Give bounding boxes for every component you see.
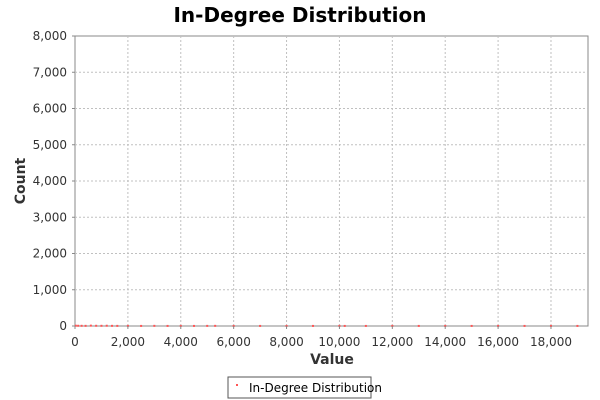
data-point <box>95 324 98 327</box>
x-axis-label: Value <box>310 352 354 368</box>
data-point <box>497 324 500 327</box>
data-point <box>549 324 552 327</box>
data-point <box>100 324 103 327</box>
data-point <box>470 324 473 327</box>
data-point <box>206 324 209 327</box>
y-axis-label: Count <box>13 157 29 204</box>
data-point <box>80 324 83 327</box>
data-point <box>417 324 420 327</box>
y-tick-label: 6,000 <box>33 102 67 116</box>
y-tick-label: 5,000 <box>33 138 67 152</box>
data-point <box>523 324 526 327</box>
x-axis-ticks: 0 2,000 4,000 6,000 8,000 10,000 12,000 14,000 1… <box>71 326 572 349</box>
data-point <box>126 324 129 327</box>
y-tick-label: 0 <box>59 319 67 333</box>
x-tick-label: 8,000 <box>269 335 303 349</box>
data-point <box>576 324 579 327</box>
data-point <box>214 324 217 327</box>
grid <box>75 36 588 326</box>
data-point <box>285 324 288 327</box>
data-point <box>153 324 156 327</box>
data-point <box>84 324 87 327</box>
data-point <box>111 324 114 327</box>
x-tick-label: 6,000 <box>216 335 250 349</box>
data-point <box>74 324 77 327</box>
x-tick-label: 16,000 <box>477 335 519 349</box>
data-point <box>105 324 108 327</box>
y-tick-label: 1,000 <box>33 283 67 297</box>
x-tick-label: 2,000 <box>111 335 145 349</box>
data-point <box>179 324 182 327</box>
data-point <box>311 324 314 327</box>
x-tick-label: 18,000 <box>530 335 572 349</box>
y-axis-ticks: 0 1,000 2,000 3,000 4,000 5,000 6,000 7,000 8,00… <box>33 29 75 333</box>
chart-title: In-Degree Distribution <box>173 3 426 27</box>
x-tick-label: 10,000 <box>318 335 360 349</box>
x-tick-label: 0 <box>71 335 79 349</box>
data-point <box>77 324 80 327</box>
x-tick-label: 4,000 <box>164 335 198 349</box>
data-point <box>343 324 346 327</box>
legend-box <box>227 376 372 399</box>
data-point <box>166 324 169 327</box>
y-tick-label: 7,000 <box>33 65 67 79</box>
data-point <box>232 324 235 327</box>
data-point <box>364 324 367 327</box>
legend-entry: In-Degree Distribution <box>249 381 382 395</box>
data-point <box>140 324 143 327</box>
y-tick-label: 8,000 <box>33 29 67 43</box>
y-tick-label: 2,000 <box>33 247 67 261</box>
legend: In-Degree Distribution <box>227 376 382 399</box>
data-point <box>116 324 119 327</box>
data-point <box>338 324 341 327</box>
x-tick-label: 14,000 <box>424 335 466 349</box>
x-tick-label: 12,000 <box>371 335 413 349</box>
legend-marker <box>236 384 238 386</box>
data-point <box>259 324 262 327</box>
data-points <box>74 324 579 327</box>
data-point <box>89 324 92 327</box>
data-point <box>192 324 195 327</box>
data-point <box>391 324 394 327</box>
y-tick-label: 4,000 <box>33 174 67 188</box>
y-tick-label: 3,000 <box>33 210 67 224</box>
data-point <box>444 324 447 327</box>
